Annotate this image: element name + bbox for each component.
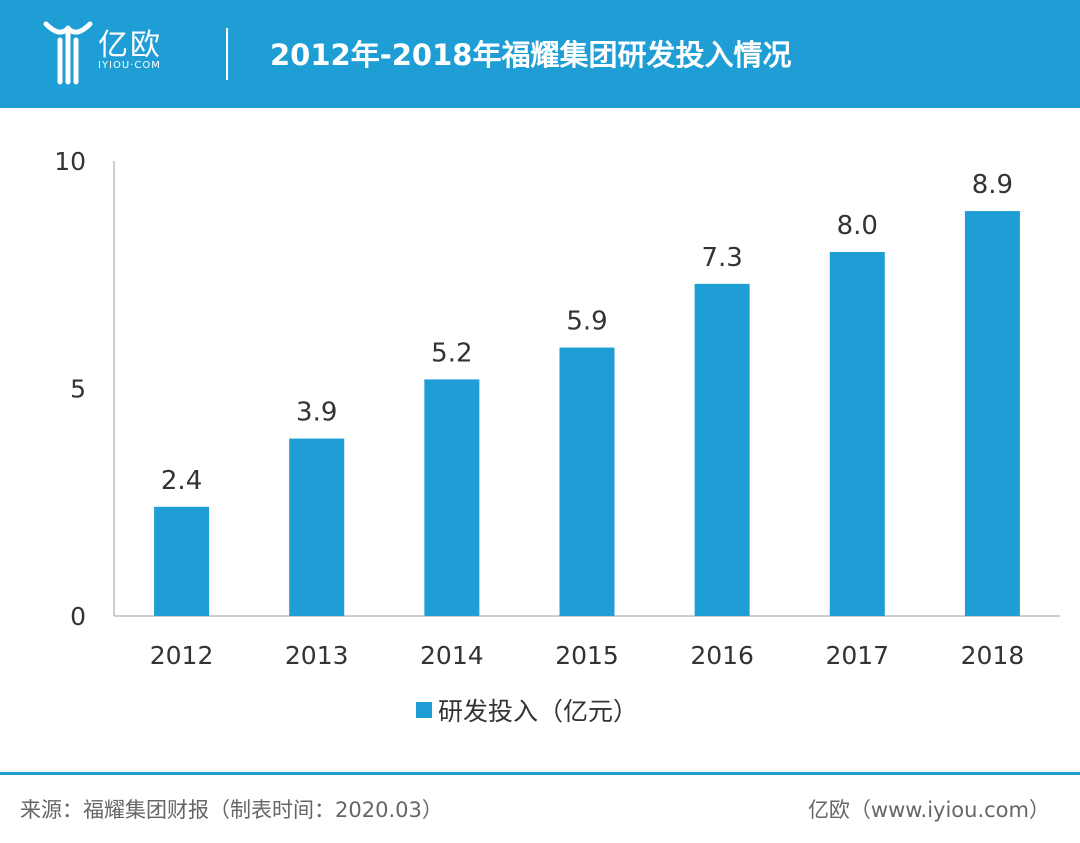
data-label: 5.9 <box>566 307 607 337</box>
data-label: 7.3 <box>701 243 742 273</box>
legend-label: 研发投入（亿元） <box>438 697 639 726</box>
x-tick-label: 2012 <box>150 641 214 670</box>
header-banner: 亿欧 IYIOU·COM 2012年-2018年福耀集团研发投入情况 <box>0 0 1080 108</box>
iyiou-logo-icon <box>43 21 93 85</box>
x-tick-label: 2013 <box>285 641 349 670</box>
bar-2014 <box>424 379 480 616</box>
bar-2017 <box>829 252 885 616</box>
chart-legend: 研发投入（亿元） <box>416 693 638 727</box>
x-tick-label: 2016 <box>690 641 754 670</box>
x-tick-label: 2018 <box>961 641 1025 670</box>
legend-swatch <box>416 702 432 718</box>
footer-brand: 亿欧（www.iyiou.com） <box>807 798 1050 822</box>
bar-2018 <box>964 211 1020 617</box>
bar-2016 <box>694 283 750 616</box>
footer-divider <box>0 772 1080 775</box>
bar-2015 <box>559 347 615 616</box>
y-tick-label: 5 <box>70 375 86 404</box>
bar-2013 <box>289 438 345 616</box>
bar-2012 <box>154 506 210 616</box>
data-label: 5.2 <box>431 338 472 368</box>
x-tick-label: 2015 <box>555 641 619 670</box>
y-tick-label: 0 <box>70 602 86 631</box>
page-title: 2012年-2018年福耀集团研发投入情况 <box>270 38 792 72</box>
data-label: 3.9 <box>296 398 337 428</box>
data-label: 2.4 <box>161 466 202 496</box>
y-tick-label: 10 <box>54 147 86 176</box>
x-tick-label: 2017 <box>825 641 889 670</box>
logo-subtitle: IYIOU·COM <box>98 60 161 71</box>
header-divider <box>226 28 228 80</box>
logo-name: 亿欧 <box>98 28 162 63</box>
data-label: 8.0 <box>837 211 878 241</box>
bar-chart: 0 5 10 2.4 2012 3.9 2013 5.2 2014 5.9 2015 7.3 2016 8… <box>54 147 1060 670</box>
source-note: 来源：福耀集团财报（制表时间：2020.03） <box>20 798 443 822</box>
x-tick-label: 2014 <box>420 641 484 670</box>
data-label: 8.9 <box>972 170 1013 200</box>
